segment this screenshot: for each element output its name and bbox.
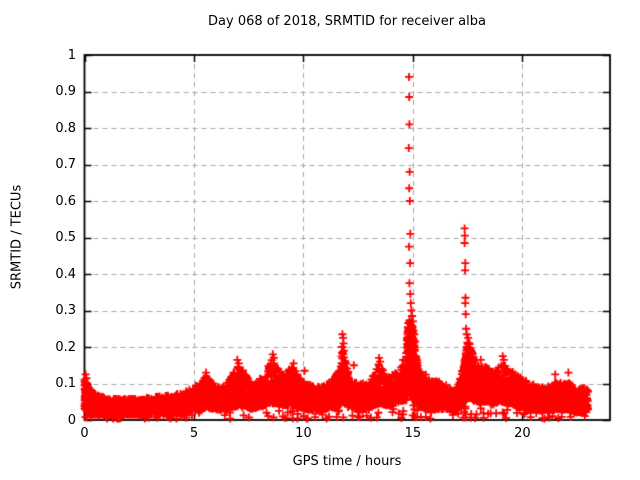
y-tick-label: 0 [67,412,76,428]
y-tick-label: 0.7 [55,157,76,172]
chart-title: Day 068 of 2018, SRMTID for receiver alb… [208,14,486,29]
x-tick-label: 0 [80,426,89,441]
y-tick-label: 0.2 [55,339,76,355]
x-tick-label: 20 [514,426,531,441]
x-tick-label: 5 [189,426,199,441]
x-axis-label: GPS time / hours [292,454,402,469]
y-tick-label: 0.4 [55,266,76,282]
y-tick-label: 0.1 [55,376,76,391]
y-tick-label: 0.3 [55,303,76,318]
y-tick-label: 1 [67,47,76,63]
x-tick-label: 10 [295,426,312,441]
x-tick-label: 15 [404,426,422,441]
y-tick-label: 0.6 [55,193,76,209]
y-tick-label: 0.9 [55,84,76,99]
y-axis-label: SRMTID / TECUs [9,184,25,290]
y-tick-label: 0.8 [55,120,76,136]
y-tick-label: 0.5 [55,230,76,245]
